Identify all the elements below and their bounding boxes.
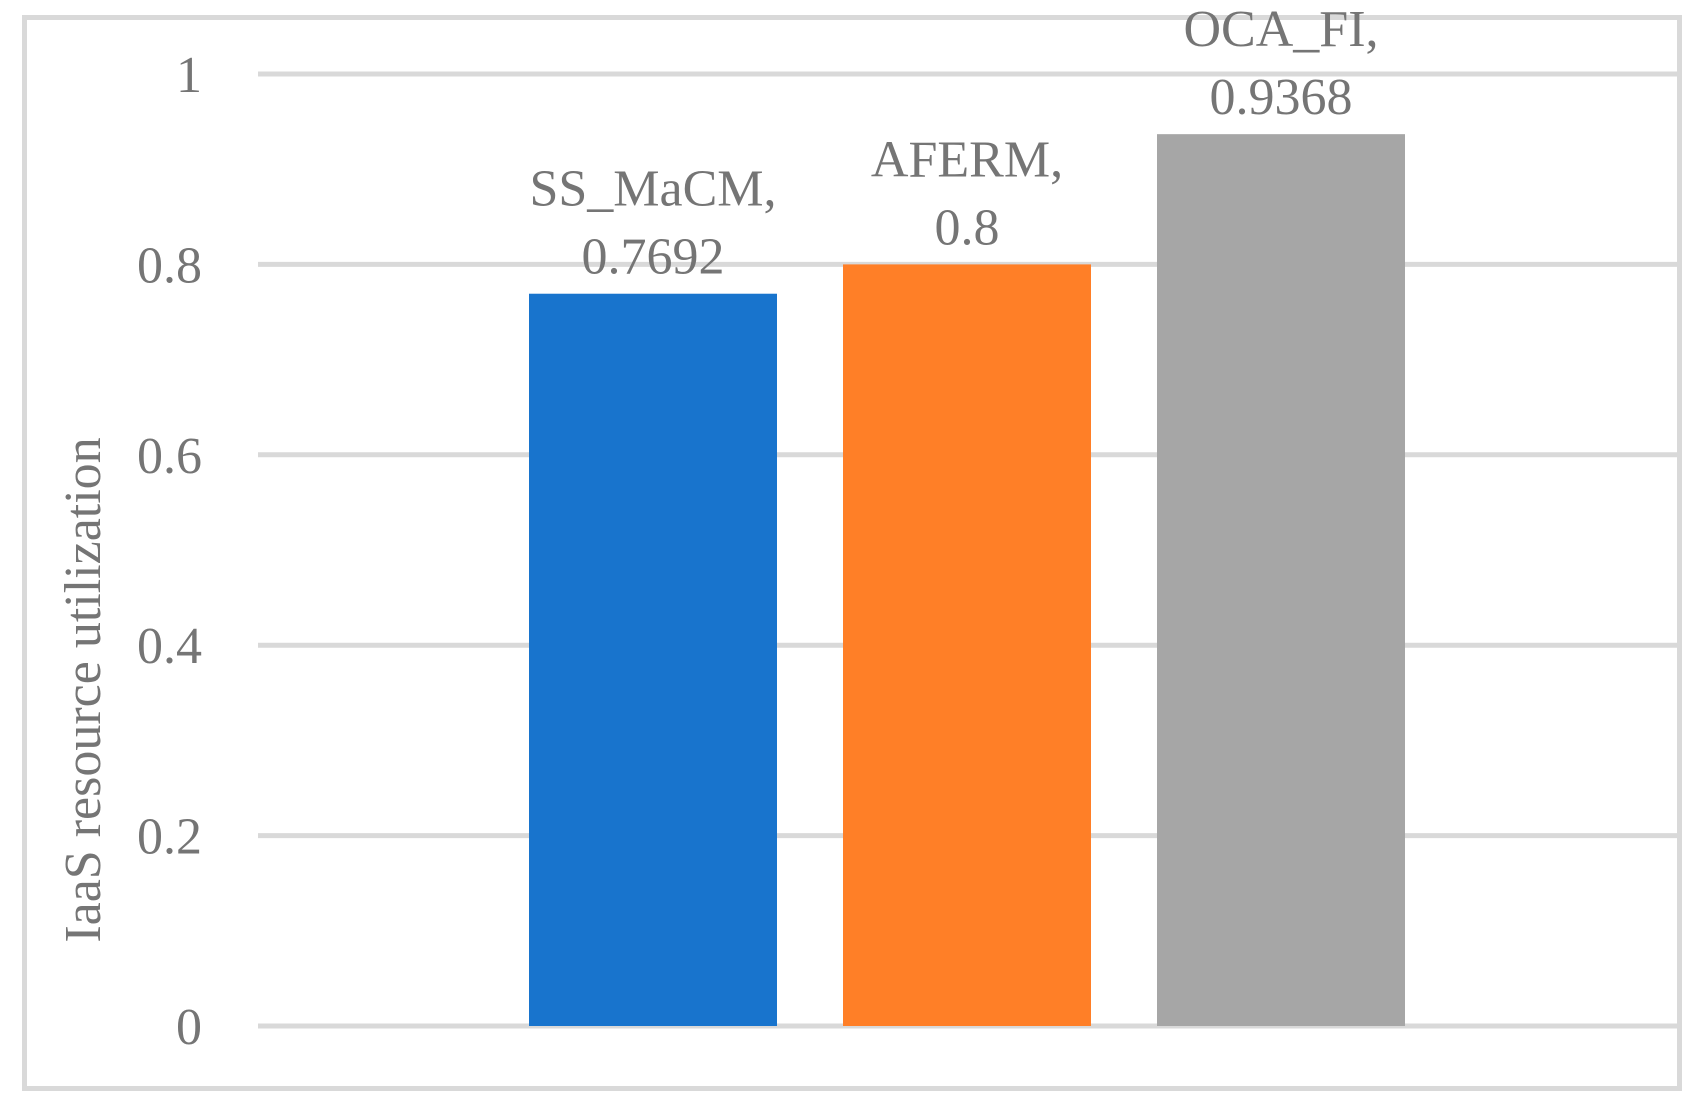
data-label-value: 0.8 (935, 199, 1000, 256)
data-label-category: SS_MaCM, (529, 161, 776, 218)
data-label-value: 0.9368 (1210, 69, 1353, 126)
data-labels: SS_MaCM, 0.7692 AFERM, 0.8 OCA_FI, 0.9368 (529, 1, 1378, 286)
bars (529, 134, 1405, 1027)
y-tick-label: 1 (176, 47, 202, 104)
bar-aferm (843, 264, 1091, 1026)
data-label-category: OCA_FI, (1183, 1, 1378, 58)
y-tick-label: 0.6 (137, 428, 202, 485)
y-tick-label: 0.2 (137, 809, 202, 866)
data-label-value: 0.7692 (582, 229, 725, 286)
y-tick-label: 0.4 (137, 618, 202, 675)
bar-ss-macm (529, 293, 777, 1027)
y-tick-label: 0 (176, 999, 202, 1056)
bar-oca-fi (1157, 134, 1405, 1027)
y-axis-title: IaaS resource utilization (55, 437, 112, 942)
y-tick-labels: 0 0.2 0.4 0.6 0.8 1 (137, 47, 202, 1056)
y-tick-label: 0.8 (137, 237, 202, 294)
data-label-category: AFERM, (871, 131, 1063, 188)
